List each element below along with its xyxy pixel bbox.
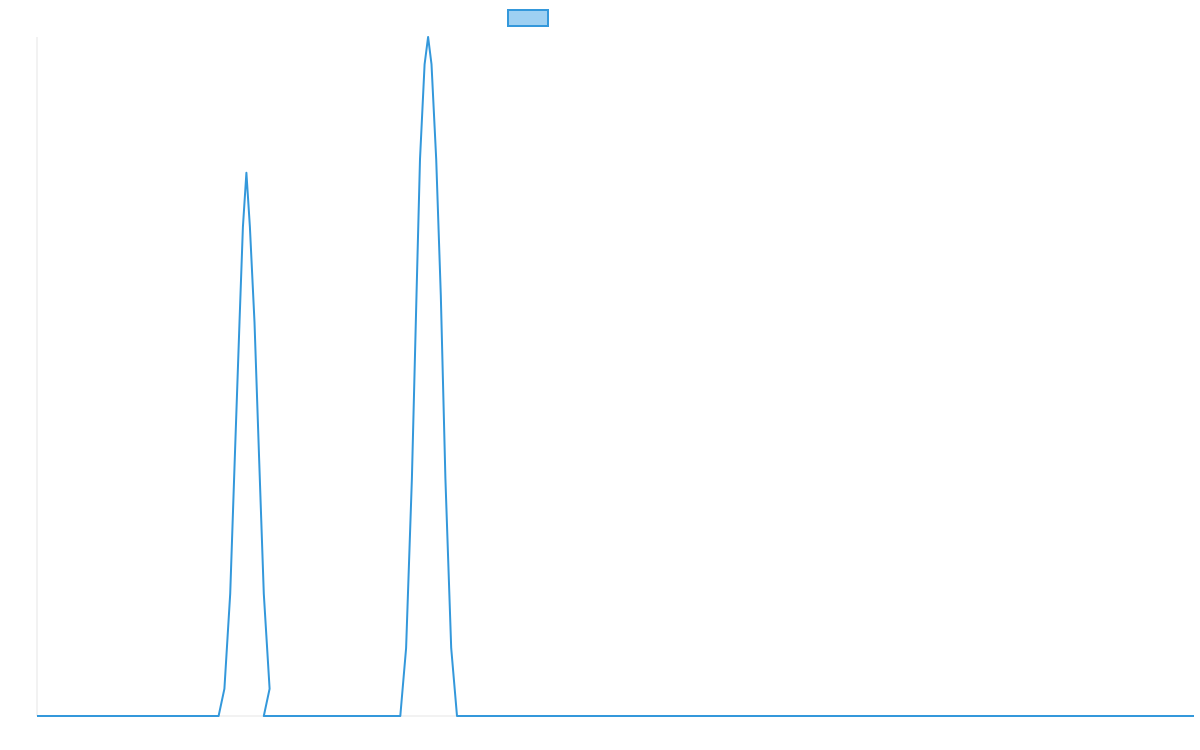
legend-swatch [507,9,549,27]
series-line [37,36,1194,717]
